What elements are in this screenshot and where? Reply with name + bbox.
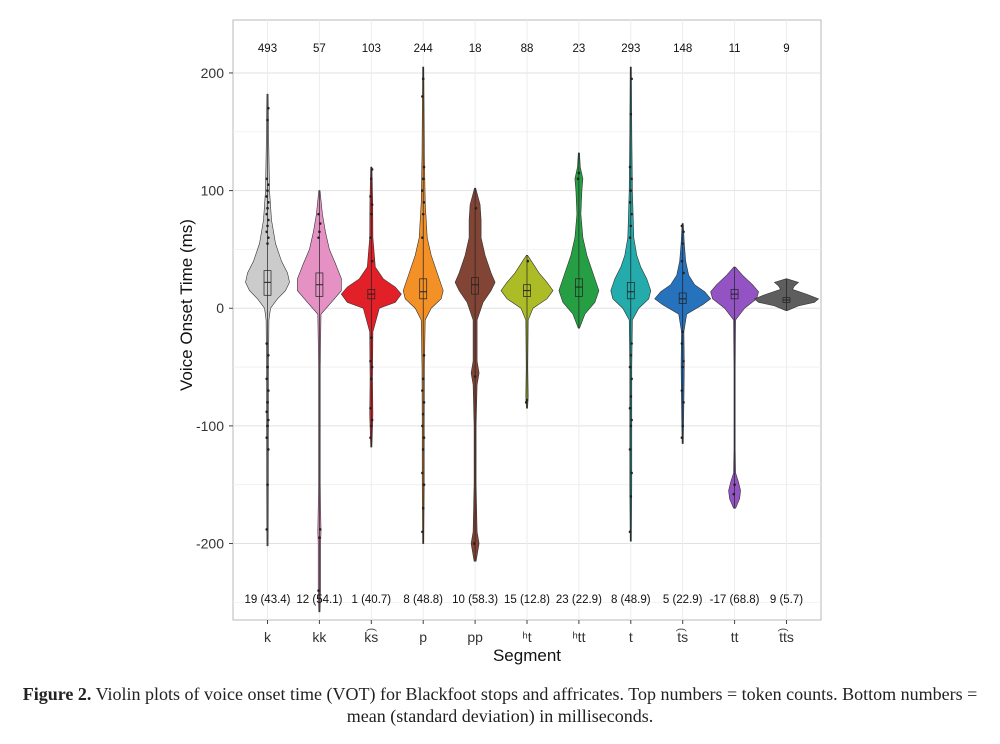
caption-label: Figure 2.	[22, 684, 92, 704]
x-tick-label: ʰt	[522, 629, 531, 645]
count-label: 244	[414, 43, 434, 55]
boxplot-box	[263, 270, 272, 296]
y-tick-label: -100	[196, 418, 224, 434]
x-tick-label: t͡ts	[777, 628, 794, 645]
x-tick-label: t	[629, 629, 633, 645]
caption-text: Violin plots of voice onset time (VOT) f…	[95, 684, 978, 726]
boxplot-box	[626, 282, 635, 300]
count-label: 88	[521, 43, 534, 55]
y-tick-label: 200	[201, 65, 225, 81]
annotations: 493 19 (43.4) 57 12 (54.1) 103 1 (40.7) 244 8 (…	[244, 43, 803, 606]
count-label: 11	[729, 43, 741, 55]
boxplot-box	[575, 278, 583, 297]
x-tick-label: kk	[312, 629, 327, 645]
count-label: 57	[313, 43, 326, 55]
stats-label: 23 (22.9)	[556, 594, 602, 606]
stats-label: 12 (54.1)	[296, 594, 342, 606]
violins	[245, 66, 820, 613]
y-tick-label: 100	[201, 183, 225, 199]
x-tick-label: k͡s	[364, 628, 378, 645]
count-label: 103	[362, 43, 381, 55]
y-tick-label: 0	[216, 300, 224, 316]
stats-label: 19 (43.4)	[244, 594, 290, 606]
count-label: 493	[258, 43, 277, 55]
boxplot-box	[471, 277, 479, 295]
stats-label: 8 (48.8)	[403, 594, 443, 606]
count-label: 18	[469, 43, 482, 55]
x-tick-label: tt	[731, 629, 739, 645]
y-axis: 200 100 0 -100 -200	[196, 65, 233, 552]
boxplot-box	[419, 278, 428, 300]
x-tick-label: ʰtt	[572, 629, 585, 645]
count-label: 23	[572, 43, 585, 55]
stats-label: 8 (48.9)	[611, 594, 651, 606]
count-label: 148	[673, 43, 692, 55]
stats-label: -17 (68.8)	[710, 594, 760, 606]
stats-label: 1 (40.7)	[351, 594, 391, 606]
x-axis-title: Segment	[493, 646, 561, 665]
stats-label: 9 (5.7)	[770, 594, 803, 606]
figure-caption: Figure 2. Violin plots of voice onset ti…	[10, 683, 990, 727]
x-tick-label: k	[264, 629, 272, 645]
count-label: 293	[621, 43, 640, 55]
x-tick-label: pp	[467, 629, 483, 645]
count-label: 9	[783, 43, 789, 55]
boxplot-box	[678, 292, 687, 304]
x-tick-label: t͡s	[675, 628, 688, 645]
x-tick-label: p	[419, 629, 427, 645]
stats-label: 15 (12.8)	[504, 594, 550, 606]
y-axis-title: Voice Onset Time (ms)	[177, 219, 196, 391]
y-tick-label: -200	[196, 536, 224, 552]
stats-label: 5 (22.9)	[663, 594, 703, 606]
stats-label: 10 (58.3)	[452, 594, 498, 606]
x-axis: k kk k͡s p pp ʰt ʰtt t t͡s tt t͡ts	[264, 620, 794, 645]
